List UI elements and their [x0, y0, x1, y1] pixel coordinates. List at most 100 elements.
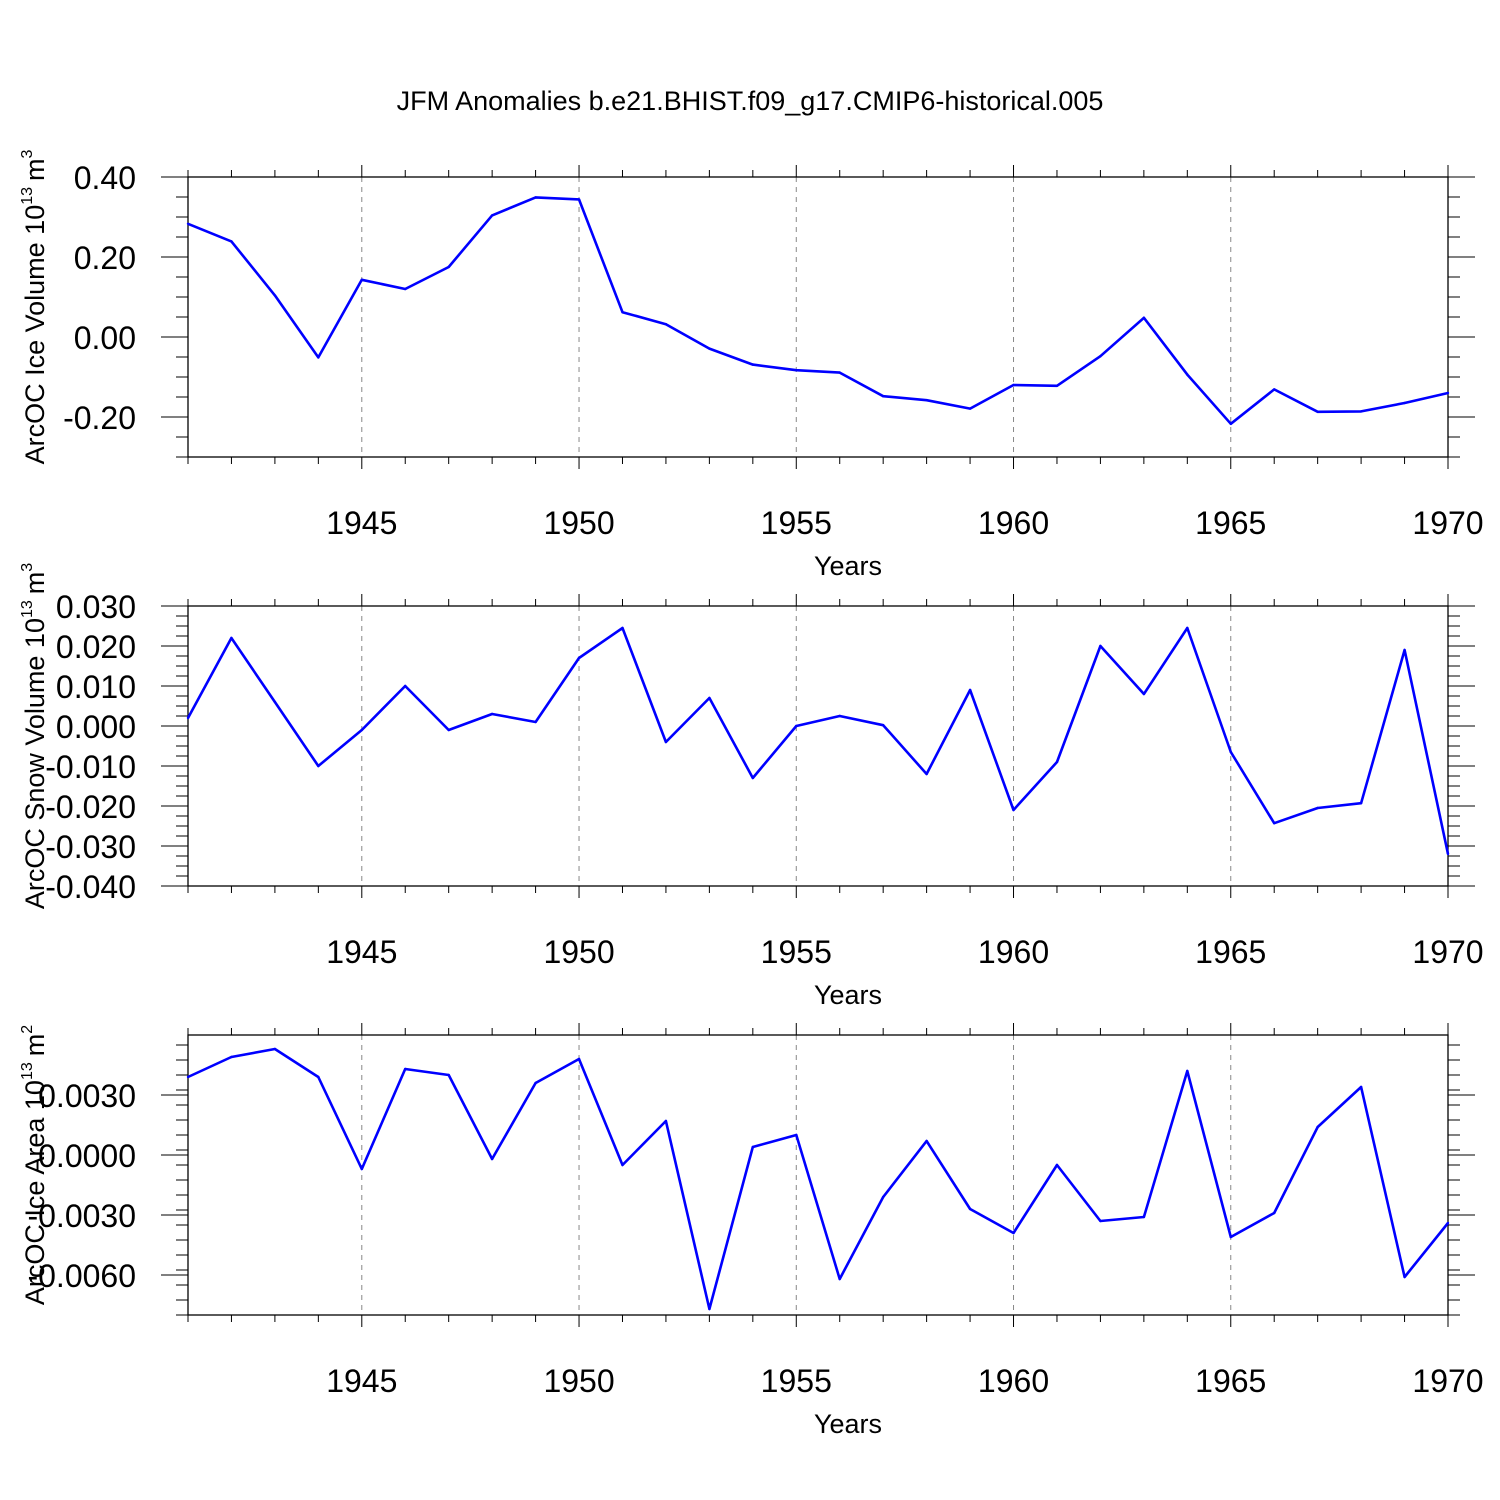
data-point	[1142, 692, 1146, 696]
y-axis-label-unit-exponent: 2	[19, 1025, 36, 1034]
data-point	[925, 772, 928, 776]
data-point	[881, 724, 885, 727]
data-point	[1186, 1069, 1189, 1073]
data-point	[621, 626, 624, 630]
data-point	[708, 347, 711, 350]
x-tick-label: 1945	[326, 1363, 397, 1399]
data-point	[1446, 852, 1450, 856]
data-point	[925, 399, 928, 402]
x-tick-label: 1965	[1195, 505, 1266, 541]
y-axis-label-exponent: 13	[19, 1062, 36, 1080]
data-point	[1012, 1231, 1015, 1235]
y-tick-label: -0.040	[45, 869, 136, 905]
y-axis-label-unit: m	[20, 572, 50, 595]
x-tick-label: 1955	[761, 505, 832, 541]
y-tick-label: 0.010	[56, 669, 136, 705]
x-tick-label: 1945	[326, 505, 397, 541]
x-tick-label: 1955	[761, 934, 832, 970]
data-point	[1055, 384, 1059, 387]
chart-title: JFM Anomalies b.e21.BHIST.f09_g17.CMIP6-…	[397, 86, 1104, 116]
y-tick-label: 0.00	[74, 320, 136, 356]
data-point	[1055, 760, 1059, 764]
data-point	[1012, 383, 1015, 387]
data-point	[968, 688, 972, 692]
data-point	[447, 265, 450, 269]
data-point	[1229, 422, 1232, 425]
data-point	[317, 764, 320, 768]
y-axis-label: ArcOC Ice Volume 1013 m3	[19, 149, 50, 464]
data-point	[1186, 626, 1189, 630]
y-tick-label: -0.030	[45, 829, 136, 865]
data-point	[490, 712, 494, 716]
data-point	[1446, 1221, 1450, 1225]
panel-2: 0.030 0.020 0.010 0.000 -0.010 -0.020 -0.030 -0…	[19, 563, 1484, 1010]
data-point	[1359, 410, 1363, 413]
data-point	[273, 294, 277, 297]
data-point	[1273, 1211, 1276, 1215]
series-line	[186, 626, 1450, 855]
plot-frame	[187, 176, 1449, 458]
y-tick-label: 0.0000	[38, 1138, 136, 1174]
x-axis-label: Years	[814, 551, 882, 581]
data-point	[968, 1207, 972, 1211]
data-point	[1403, 648, 1406, 652]
x-tick-label: 1960	[978, 934, 1049, 970]
y-axis-label-text: ArcOC Ice Area 10	[20, 1080, 50, 1305]
plot-frame	[187, 1034, 1449, 1316]
y-tick-label: 0.000	[56, 709, 136, 745]
data-point	[317, 1075, 320, 1079]
y-axis-label-exponent: 13	[19, 600, 36, 618]
data-point	[404, 684, 407, 688]
data-point	[838, 371, 841, 374]
data-point	[751, 363, 755, 366]
data-point	[360, 728, 363, 732]
data-point	[447, 728, 450, 732]
x-tick-label: 1955	[761, 1363, 832, 1399]
data-point	[1099, 355, 1102, 358]
y-tick-label: -0.20	[63, 400, 136, 436]
x-tick-label: 1950	[543, 934, 614, 970]
data-point	[230, 240, 233, 243]
data-point	[664, 323, 668, 326]
series-line	[187, 196, 1449, 426]
y-tick-label: 0.030	[56, 589, 136, 625]
data-point	[1186, 373, 1189, 376]
series-line	[187, 1047, 1450, 1311]
data-point	[273, 700, 277, 704]
x-tick-label: 1965	[1195, 1363, 1266, 1399]
panel-1: 0.40 0.20 0.00 -0.20 1945 1950 1955 1960 1965 197…	[19, 149, 1484, 581]
data-point	[1142, 316, 1146, 319]
data-point	[1099, 644, 1102, 648]
data-point	[230, 1055, 233, 1059]
data-point	[881, 1195, 885, 1199]
x-tick-label: 1945	[326, 934, 397, 970]
data-point	[577, 1057, 581, 1061]
y-axis-label: ArcOC Snow Volume 1013 m3	[19, 563, 50, 909]
data-point	[795, 1133, 798, 1137]
y-tick-label: -0.0030	[27, 1198, 136, 1234]
y-tick-label: -0.010	[45, 749, 136, 785]
data-point	[360, 1167, 363, 1171]
data-point	[795, 369, 798, 372]
data-point	[534, 1081, 537, 1085]
data-point	[186, 222, 190, 225]
data-point	[621, 1163, 624, 1167]
data-point	[664, 740, 668, 744]
data-point	[1229, 1235, 1232, 1239]
data-point	[838, 1277, 841, 1281]
data-point	[230, 636, 233, 640]
data-point	[490, 214, 494, 217]
x-tick-label: 1970	[1412, 934, 1483, 970]
x-tick-label: 1950	[543, 1363, 614, 1399]
data-point	[1142, 1215, 1146, 1219]
data-point	[968, 407, 972, 410]
x-axis-label: Years	[814, 1409, 882, 1439]
y-axis-label-unit-exponent: 3	[19, 563, 36, 572]
data-point	[577, 198, 581, 201]
data-point	[1316, 1125, 1319, 1129]
data-point	[1273, 822, 1276, 825]
y-tick-label: -0.020	[45, 789, 136, 825]
data-point	[1273, 388, 1276, 391]
data-point	[1359, 1085, 1363, 1089]
y-tick-label: 0.20	[74, 240, 136, 276]
